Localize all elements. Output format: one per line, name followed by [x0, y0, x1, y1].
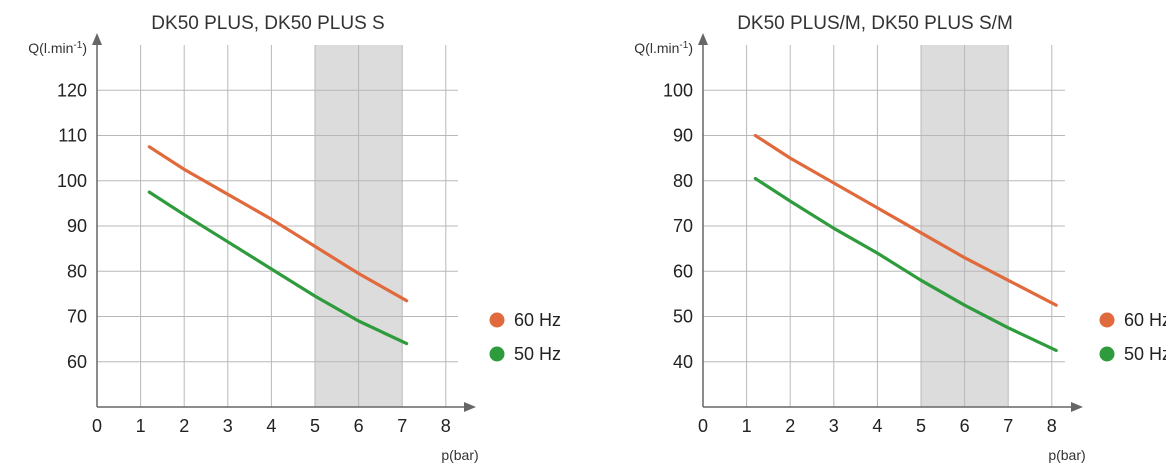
- y-tick-label: 40: [673, 352, 693, 372]
- y-tick-label: 50: [673, 307, 693, 327]
- y-tick-label: 100: [663, 80, 693, 100]
- legend-label-60-hz: 60 Hz: [514, 310, 561, 330]
- series-line-50-hz: [753, 176, 1058, 352]
- y-tick-label: 100: [57, 171, 87, 191]
- x-axis-arrow: [464, 402, 476, 412]
- y-axis-label: Q(l.min-1): [28, 40, 87, 56]
- y-tick-label: 90: [67, 216, 87, 236]
- chart-title: DK50 PLUS/M, DK50 PLUS S/M: [737, 13, 1013, 34]
- series-line-50-hz: [147, 190, 409, 346]
- x-tick-label: 8: [441, 416, 451, 436]
- x-tick-label: 8: [1047, 416, 1057, 436]
- chart-panel-left: DK50 PLUS, DK50 PLUS S Q(l.min-1) p(bar) 0 1…: [28, 13, 561, 463]
- y-tick-label: 60: [673, 261, 693, 281]
- x-tick-label: 5: [916, 416, 926, 436]
- legend-label-50-hz: 50 Hz: [514, 344, 561, 364]
- legend-marker-50-hz: [1099, 346, 1115, 362]
- y-axis-label-close: ): [82, 40, 87, 56]
- x-axis-label: p(bar): [441, 447, 478, 463]
- x-tick-label: 6: [354, 416, 364, 436]
- y-axis-arrow: [698, 33, 708, 45]
- chart-panel-right: DK50 PLUS/M, DK50 PLUS S/M Q(l.min-1) p(ba…: [583, 0, 1166, 466]
- y-tick-label: 70: [67, 307, 87, 327]
- x-tick-label: 2: [785, 416, 795, 436]
- y-tick-label: 80: [67, 261, 87, 281]
- y-tick-label: 60: [67, 352, 87, 372]
- legend-label-60-hz: 60 Hz: [1124, 310, 1166, 330]
- legend-label-50-hz: 50 Hz: [1124, 344, 1166, 364]
- x-tick-label: 0: [92, 416, 102, 436]
- x-tick-label: 3: [829, 416, 839, 436]
- y-axis-label-superscript: -1: [73, 40, 82, 51]
- series-line-60-hz: [147, 145, 409, 303]
- x-tick-label: 7: [397, 416, 407, 436]
- chart-title: DK50 PLUS, DK50 PLUS S: [151, 13, 384, 34]
- x-axis-label: p(bar): [1048, 447, 1085, 463]
- x-tick-label: 2: [179, 416, 189, 436]
- y-axis-label-close: ): [688, 40, 693, 56]
- legend-marker-60-hz: [489, 312, 505, 328]
- chart-left: DK50 PLUS, DK50 PLUS S Q(l.min-1) p(bar) 0 1…: [28, 13, 561, 463]
- x-tick-label: 7: [1003, 416, 1013, 436]
- x-tick-label: 4: [266, 416, 276, 436]
- x-tick-label: 0: [698, 416, 708, 436]
- y-tick-label: 110: [58, 126, 87, 146]
- legend-marker-50-hz: [489, 346, 505, 362]
- x-tick-label: 3: [223, 416, 233, 436]
- chart-right: DK50 PLUS/M, DK50 PLUS S/M Q(l.min-1) p(ba…: [634, 13, 1166, 463]
- y-axis-label: Q(l.min-1): [634, 40, 693, 56]
- y-axis-label-superscript: -1: [679, 40, 688, 51]
- y-tick-label: 70: [673, 216, 693, 236]
- x-tick-label: 1: [742, 416, 752, 436]
- x-tick-label: 5: [310, 416, 320, 436]
- y-tick-label: 80: [673, 171, 693, 191]
- x-tick-label: 6: [960, 416, 970, 436]
- x-tick-label: 1: [136, 416, 146, 436]
- series-line-60-hz: [753, 133, 1058, 307]
- x-tick-label: 4: [872, 416, 882, 436]
- y-tick-label: 90: [673, 126, 693, 146]
- y-tick-label: 120: [57, 80, 87, 100]
- y-axis-arrow: [92, 33, 102, 45]
- x-axis-arrow: [1071, 402, 1083, 412]
- legend-marker-60-hz: [1099, 312, 1115, 328]
